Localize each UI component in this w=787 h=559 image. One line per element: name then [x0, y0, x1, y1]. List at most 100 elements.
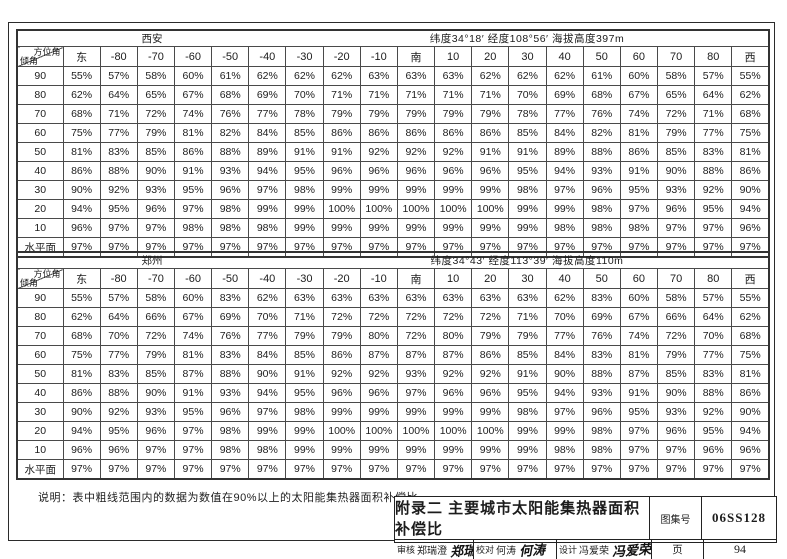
value-cell: 91% — [508, 364, 547, 384]
appendix-title: 附录二 主要城市太阳能集热器面积补偿比 — [395, 500, 641, 538]
value-cell: 60% — [173, 288, 213, 308]
value-cell: 99% — [322, 402, 361, 422]
value-cell: 97% — [434, 459, 473, 480]
value-cell: 62% — [731, 307, 770, 327]
value-cell: 96% — [434, 383, 473, 403]
table-row: 水平面 97% 97% 97% 97% 97% 97% 97% 97% 97% 97% 97% 97% 9… — [16, 459, 770, 480]
value-cell: 96% — [471, 161, 510, 181]
value-cell: 95% — [99, 421, 138, 441]
value-cell: 98% — [582, 421, 621, 441]
azimuth-header-cell: -20 — [322, 46, 361, 67]
table-row: 70 68% 71% 72% 74% 76% 77% 78% 79% 79% 79% 79% 79% 78… — [16, 104, 770, 124]
azimuth-header-cell: 20 — [471, 268, 510, 289]
value-cell: 98% — [582, 440, 621, 460]
page-label: 页 — [651, 540, 703, 559]
value-cell: 85% — [285, 123, 324, 143]
table-row: 40 86% 88% 90% 91% 93% 94% 95% 96% 96% 97% 96% 96% 95… — [16, 383, 770, 403]
value-cell: 95% — [694, 421, 733, 441]
value-cell: 96% — [582, 402, 621, 422]
value-cell: 89% — [545, 142, 584, 162]
value-cell: 81% — [731, 142, 770, 162]
value-cell: 60% — [619, 66, 659, 86]
table-row: 10 96% 97% 97% 98% 98% 98% 99% 99% 99% 99% 99% 99% 99… — [16, 218, 770, 238]
value-cell: 68% — [211, 85, 250, 105]
tilt-row-label: 20 — [16, 199, 64, 219]
value-cell: 95% — [508, 383, 547, 403]
value-cell: 93% — [656, 402, 696, 422]
value-cell: 99% — [396, 218, 436, 238]
value-cell: 67% — [619, 307, 659, 327]
value-cell: 86% — [322, 123, 361, 143]
value-cell: 100% — [471, 421, 510, 441]
value-cell: 64% — [694, 85, 733, 105]
value-cell: 93% — [582, 383, 621, 403]
value-cell: 96% — [656, 421, 696, 441]
tilt-label: 倾角 — [20, 56, 39, 66]
value-cell: 91% — [619, 161, 659, 181]
value-cell: 72% — [359, 307, 398, 327]
value-cell: 57% — [99, 288, 138, 308]
value-cell: 97% — [694, 459, 733, 480]
value-cell: 62% — [62, 307, 101, 327]
value-cell: 69% — [545, 85, 584, 105]
value-cell: 99% — [322, 440, 361, 460]
value-cell: 92% — [694, 180, 733, 200]
value-cell: 65% — [656, 85, 696, 105]
value-cell: 98% — [173, 218, 213, 238]
value-cell: 99% — [508, 218, 547, 238]
value-cell: 96% — [731, 218, 770, 238]
value-cell: 81% — [731, 364, 770, 384]
azimuth-header-cell: -30 — [285, 46, 324, 67]
table-row: 50 81% 83% 85% 87% 88% 90% 91% 92% 92% 93% 92% 92% 91… — [16, 364, 770, 384]
value-cell: 78% — [285, 104, 324, 124]
azimuth-header-cell: -50 — [211, 268, 250, 289]
value-cell: 77% — [694, 345, 733, 365]
value-cell: 90% — [136, 383, 175, 403]
azimuth-header-cell: 南 — [396, 268, 436, 289]
value-cell: 79% — [656, 123, 696, 143]
value-cell: 99% — [508, 421, 547, 441]
value-cell: 64% — [99, 85, 138, 105]
table-row: 60 75% 77% 79% 81% 83% 84% 85% 86% 87% 87% 87% 86% 85… — [16, 345, 770, 365]
value-cell: 86% — [471, 123, 510, 143]
value-cell: 100% — [434, 421, 473, 441]
value-cell: 81% — [62, 142, 101, 162]
value-cell: 83% — [99, 364, 138, 384]
proofreader-cell: 校对 何涛 何涛 — [473, 540, 556, 559]
value-cell: 75% — [731, 345, 770, 365]
compensation-table: 郑州 纬度34°43′ 经度113°39′ 海拔高度110m 方位角 倾角东 -80 -7… — [16, 251, 770, 480]
value-cell: 71% — [359, 85, 398, 105]
value-cell: 64% — [99, 307, 138, 327]
value-cell: 97% — [396, 383, 436, 403]
value-cell: 96% — [359, 383, 398, 403]
value-cell: 97% — [173, 459, 213, 480]
value-cell: 68% — [582, 85, 621, 105]
tilt-row-label: 90 — [16, 288, 64, 308]
value-cell: 85% — [508, 345, 547, 365]
value-cell: 92% — [471, 364, 510, 384]
value-cell: 74% — [173, 326, 213, 346]
azimuth-header-cell: -70 — [136, 268, 175, 289]
value-cell: 99% — [434, 402, 473, 422]
value-cell: 99% — [359, 402, 398, 422]
value-cell: 77% — [545, 326, 584, 346]
value-cell: 58% — [136, 288, 175, 308]
value-cell: 77% — [248, 326, 287, 346]
azimuth-header-cell: -40 — [248, 268, 287, 289]
value-cell: 71% — [285, 307, 324, 327]
value-cell: 76% — [211, 326, 250, 346]
value-cell: 69% — [248, 85, 287, 105]
table-row: 10 96% 96% 97% 97% 98% 98% 99% 99% 99% 99% 99% 99% 99… — [16, 440, 770, 460]
value-cell: 99% — [322, 180, 361, 200]
value-cell: 90% — [656, 161, 696, 181]
value-cell: 96% — [694, 440, 733, 460]
value-cell: 79% — [471, 104, 510, 124]
value-cell: 79% — [508, 326, 547, 346]
value-cell: 99% — [545, 421, 584, 441]
value-cell: 62% — [545, 288, 584, 308]
value-cell: 90% — [731, 180, 770, 200]
azimuth-header-cell: -40 — [248, 46, 287, 67]
table-row: 40 86% 88% 90% 91% 93% 94% 95% 96% 96% 96% 96% 96% 95… — [16, 161, 770, 181]
value-cell: 97% — [136, 218, 175, 238]
value-cell: 66% — [136, 307, 175, 327]
